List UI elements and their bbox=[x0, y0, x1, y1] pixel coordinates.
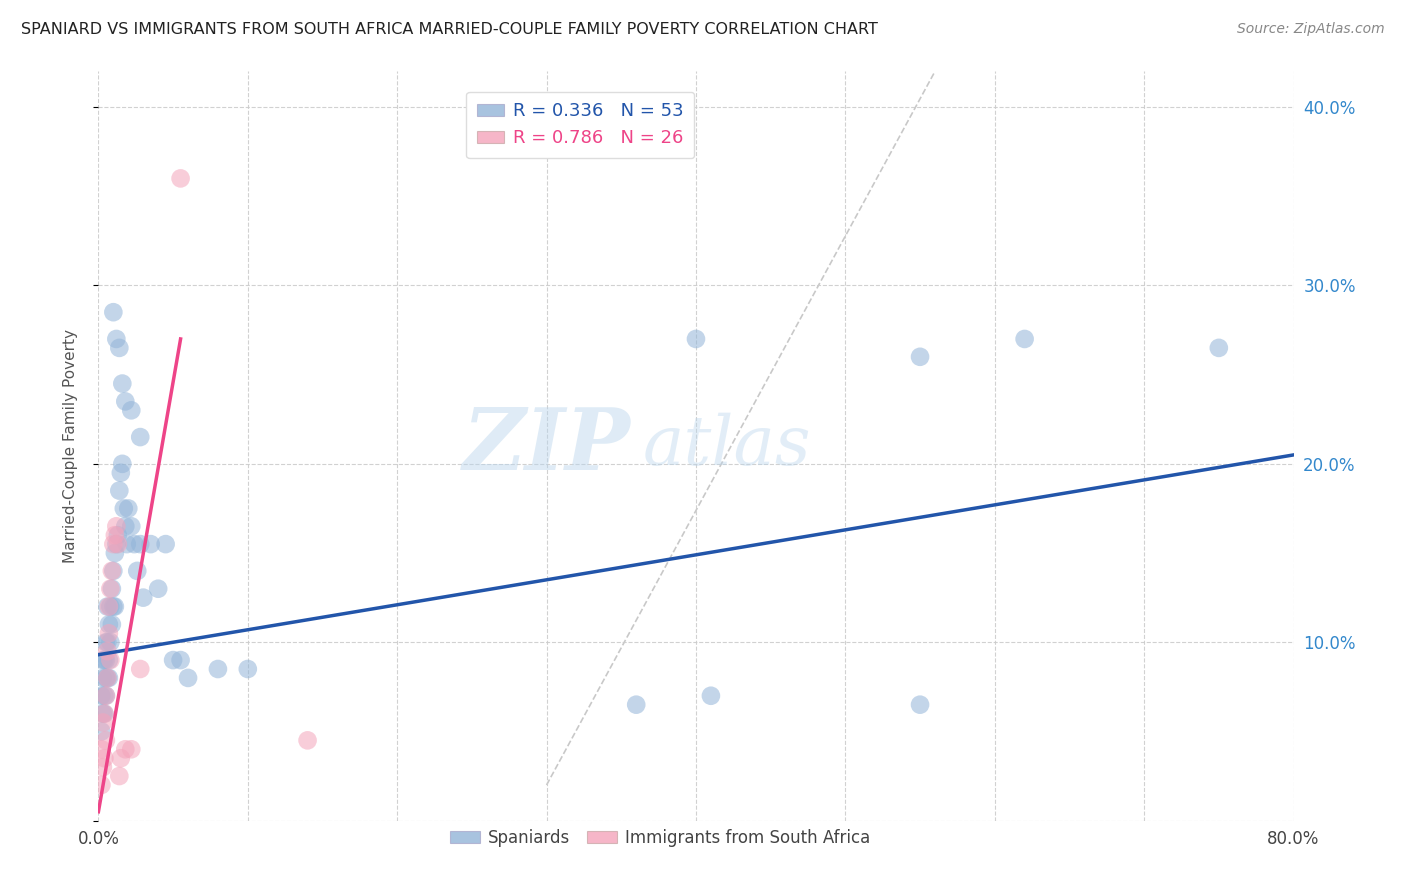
Point bbox=[93, 751, 115, 765]
Point bbox=[120, 519, 142, 533]
Point bbox=[91, 671, 114, 685]
Point bbox=[107, 528, 129, 542]
Point bbox=[105, 537, 128, 551]
Text: ZIP: ZIP bbox=[463, 404, 630, 488]
Text: SPANIARD VS IMMIGRANTS FROM SOUTH AFRICA MARRIED-COUPLE FAMILY POVERTY CORRELATI: SPANIARD VS IMMIGRANTS FROM SOUTH AFRICA… bbox=[21, 22, 877, 37]
Point bbox=[908, 350, 931, 364]
Point bbox=[132, 591, 155, 605]
Point bbox=[114, 394, 136, 409]
Point bbox=[97, 599, 120, 614]
Point bbox=[97, 671, 120, 685]
Point bbox=[107, 537, 129, 551]
Point bbox=[207, 662, 229, 676]
Point bbox=[110, 466, 132, 480]
Point bbox=[124, 537, 146, 551]
Point bbox=[96, 671, 118, 685]
Point bbox=[115, 537, 138, 551]
Legend: Spaniards, Immigrants from South Africa: Spaniards, Immigrants from South Africa bbox=[443, 822, 877, 854]
Point bbox=[103, 537, 125, 551]
Point bbox=[93, 689, 115, 703]
Point bbox=[1014, 332, 1036, 346]
Point bbox=[93, 706, 115, 721]
Point bbox=[103, 564, 125, 578]
Point bbox=[94, 653, 117, 667]
Point bbox=[101, 564, 124, 578]
Point bbox=[129, 662, 152, 676]
Point bbox=[93, 706, 115, 721]
Point bbox=[91, 706, 114, 721]
Point bbox=[98, 582, 122, 596]
Point bbox=[96, 644, 118, 658]
Point bbox=[104, 546, 127, 560]
Point bbox=[114, 742, 136, 756]
Y-axis label: Married-Couple Family Poverty: Married-Couple Family Poverty bbox=[63, 329, 77, 563]
Point bbox=[117, 501, 139, 516]
Point bbox=[105, 332, 128, 346]
Point bbox=[98, 635, 122, 649]
Point bbox=[685, 332, 707, 346]
Point bbox=[177, 671, 200, 685]
Point bbox=[97, 626, 120, 640]
Point bbox=[169, 171, 191, 186]
Point bbox=[93, 653, 115, 667]
Point bbox=[120, 403, 142, 417]
Point bbox=[90, 724, 112, 739]
Point bbox=[96, 635, 118, 649]
Point bbox=[96, 599, 118, 614]
Point bbox=[90, 742, 112, 756]
Point bbox=[91, 653, 114, 667]
Point bbox=[236, 662, 259, 676]
Point bbox=[148, 582, 170, 596]
Point bbox=[129, 537, 152, 551]
Point bbox=[91, 715, 114, 730]
Point bbox=[101, 582, 124, 596]
Point bbox=[169, 653, 191, 667]
Point bbox=[103, 305, 125, 319]
Point bbox=[111, 457, 134, 471]
Point bbox=[90, 689, 112, 703]
Point bbox=[162, 653, 184, 667]
Point bbox=[96, 671, 118, 685]
Point bbox=[626, 698, 648, 712]
Point bbox=[129, 430, 152, 444]
Point bbox=[110, 751, 132, 765]
Point bbox=[105, 519, 128, 533]
Point bbox=[114, 519, 136, 533]
Point bbox=[94, 635, 117, 649]
Point bbox=[104, 599, 127, 614]
Point bbox=[112, 501, 135, 516]
Point bbox=[120, 742, 142, 756]
Point bbox=[1208, 341, 1230, 355]
Point bbox=[108, 341, 131, 355]
Point bbox=[101, 617, 124, 632]
Point bbox=[97, 617, 120, 632]
Point bbox=[103, 599, 125, 614]
Point bbox=[91, 760, 114, 774]
Point bbox=[297, 733, 319, 747]
Point bbox=[111, 376, 134, 391]
Point bbox=[108, 769, 131, 783]
Point bbox=[94, 671, 117, 685]
Point bbox=[127, 564, 149, 578]
Text: Source: ZipAtlas.com: Source: ZipAtlas.com bbox=[1237, 22, 1385, 37]
Point bbox=[90, 778, 112, 792]
Point bbox=[98, 653, 122, 667]
Point bbox=[98, 599, 122, 614]
Point bbox=[155, 537, 177, 551]
Point bbox=[94, 689, 117, 703]
Point bbox=[104, 528, 127, 542]
Point bbox=[94, 733, 117, 747]
Point bbox=[108, 483, 131, 498]
Text: atlas: atlas bbox=[643, 413, 811, 479]
Point bbox=[700, 689, 723, 703]
Point bbox=[97, 653, 120, 667]
Point bbox=[908, 698, 931, 712]
Point bbox=[94, 689, 117, 703]
Point bbox=[139, 537, 162, 551]
